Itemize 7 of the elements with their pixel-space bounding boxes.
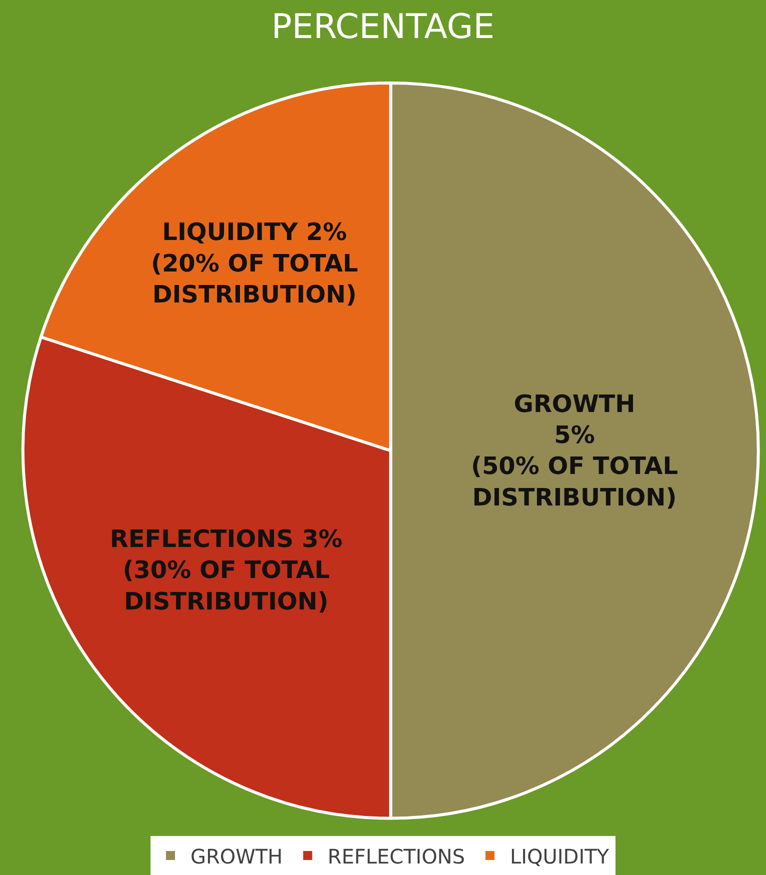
data-label: GROWTH 5% (50% OF TOTAL DISTRIBUTION) <box>470 390 678 512</box>
data-label: LIQUIDITY 2% (20% OF TOTAL DISTRIBUTION) <box>151 218 358 308</box>
legend-label: LIQUIDITY <box>510 844 610 868</box>
legend-label: GROWTH <box>190 844 283 868</box>
data-label: REFLECTIONS 3% (30% OF TOTAL DISTRIBUTION) <box>110 524 343 616</box>
legend-label: REFLECTIONS <box>328 844 465 868</box>
chart-title: PERCENTAGE <box>271 7 495 48</box>
